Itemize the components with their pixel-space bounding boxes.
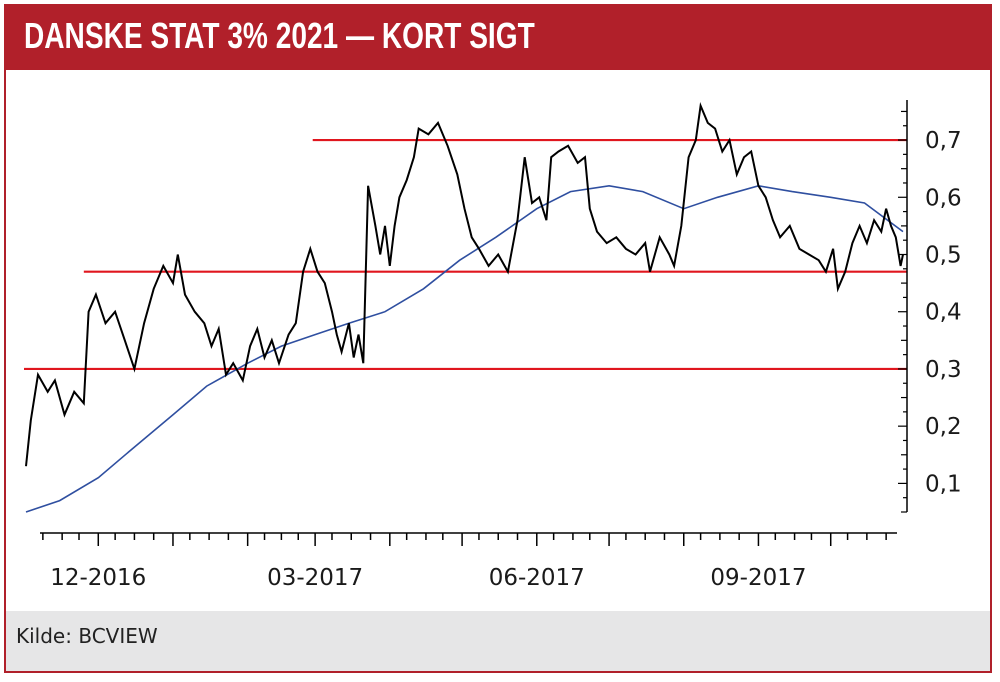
y-tick-label: 0,3 [925, 357, 962, 383]
y-tick-label: 0,2 [925, 414, 962, 440]
y-axis: 0,1 0,2 0,3 0,4 0,5 0,6 0,7 [898, 100, 962, 513]
y-tick-label: 0,6 [925, 185, 962, 211]
price-line [25, 101, 904, 467]
y-tick-label: 0,1 [925, 471, 962, 497]
y-tick-label: 0,5 [925, 243, 962, 269]
source-label: Kilde: BCVIEW [16, 624, 158, 648]
x-axis: 12-2016 03-2017 06-2017 09-2017 [40, 532, 897, 591]
x-tick-label: 03-2017 [267, 565, 363, 591]
y-tick-label: 0,4 [925, 300, 962, 326]
x-tick-label: 12-2016 [50, 565, 146, 591]
chart-frame [4, 4, 992, 673]
chart-header: DANSKE STAT 3% 2021 — KORT SIGT [4, 4, 992, 70]
level-lines [24, 138, 907, 371]
x-tick-label: 06-2017 [489, 565, 585, 591]
moving-average-line [25, 184, 904, 513]
chart-title: DANSKE STAT 3% 2021 — KORT SIGT [24, 15, 535, 56]
source-footer: Kilde: BCVIEW [6, 611, 990, 671]
x-tick-label: 09-2017 [710, 565, 806, 591]
y-tick-label: 0,7 [925, 128, 962, 154]
